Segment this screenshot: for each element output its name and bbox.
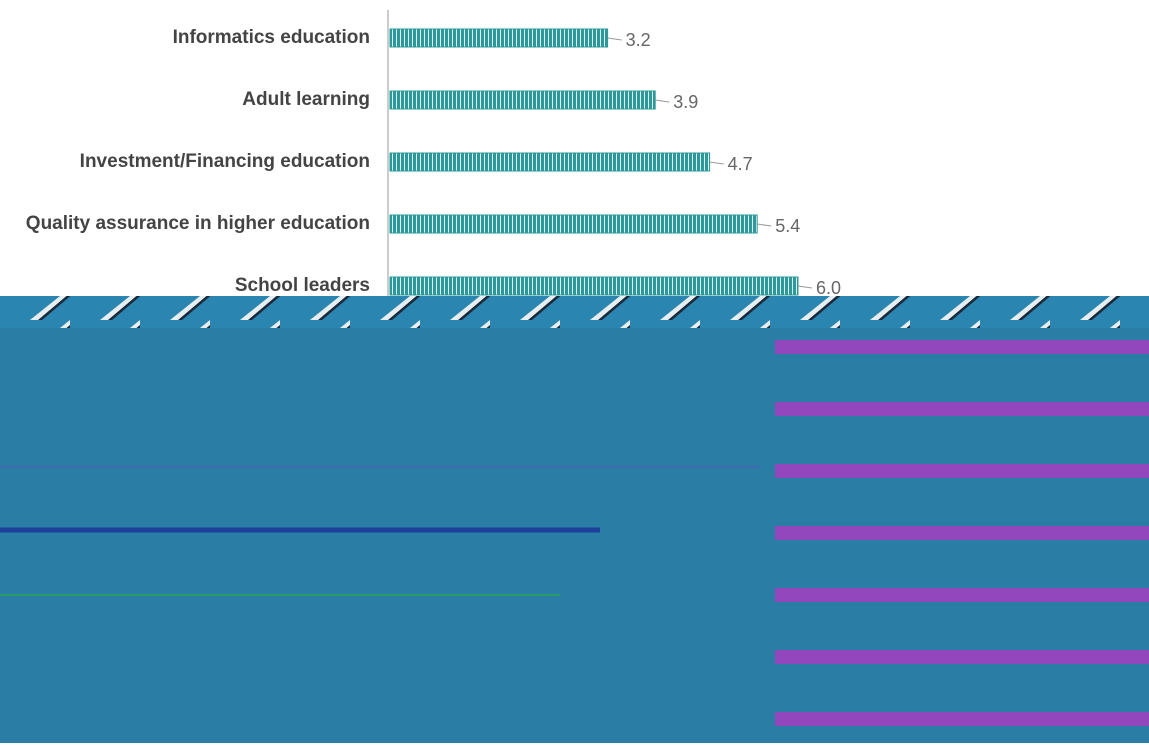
value-label: 4.7 xyxy=(728,154,753,174)
label-connector xyxy=(655,99,670,103)
bar xyxy=(389,152,711,172)
bar xyxy=(389,276,799,296)
value-label: 3.9 xyxy=(673,92,698,112)
glitch-bar xyxy=(775,340,1149,354)
glitch-bar xyxy=(775,526,1149,540)
label-connector xyxy=(607,37,622,41)
glitch-bar xyxy=(775,588,1149,602)
bar xyxy=(389,214,758,234)
category-label: Quality assurance in higher education xyxy=(26,213,370,234)
glitch-band xyxy=(0,296,1149,328)
label-connector xyxy=(757,223,772,227)
category-label: Investment/Financing education xyxy=(80,151,370,172)
glitch-area xyxy=(0,296,1149,743)
bar xyxy=(389,28,609,48)
category-label: Adult learning xyxy=(242,89,370,110)
value-label: 3.2 xyxy=(626,30,651,50)
label-connector xyxy=(709,161,724,165)
glitch-bar xyxy=(775,650,1149,664)
glitch-bar xyxy=(775,464,1149,478)
category-label: School leaders xyxy=(235,275,370,296)
bar xyxy=(389,90,656,110)
category-label: Informatics education xyxy=(173,27,370,48)
plot: Informatics education 3.2 Adult learning 3.… xyxy=(26,27,841,298)
glitch-bar xyxy=(775,402,1149,416)
glitch-bar xyxy=(775,712,1149,726)
value-label: 5.4 xyxy=(775,216,800,236)
label-connector xyxy=(797,285,813,289)
value-label: 6.0 xyxy=(816,278,841,298)
